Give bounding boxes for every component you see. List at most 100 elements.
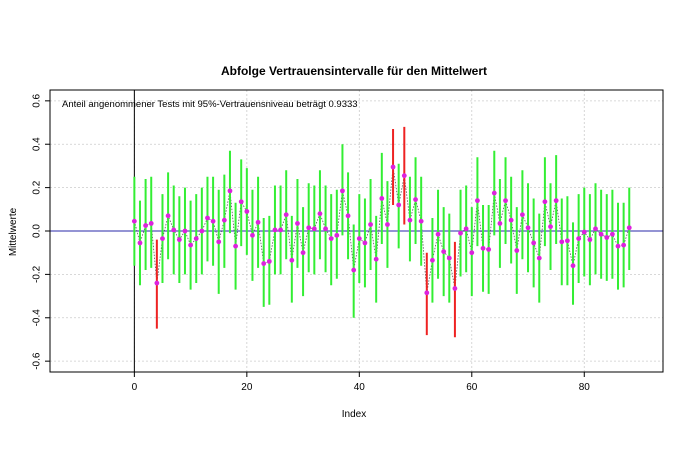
mean-point bbox=[261, 261, 267, 266]
mean-point bbox=[238, 199, 244, 205]
mean-point bbox=[362, 240, 368, 246]
mean-point bbox=[604, 235, 610, 240]
mean-point bbox=[593, 226, 598, 232]
mean-point bbox=[255, 219, 261, 225]
mean-point bbox=[475, 198, 480, 204]
mean-point bbox=[182, 228, 188, 234]
y-tick-label: 0.0 bbox=[32, 224, 43, 238]
mean-point bbox=[272, 227, 278, 233]
mean-point bbox=[435, 231, 441, 237]
mean-point bbox=[385, 222, 390, 227]
mean-point bbox=[340, 188, 345, 194]
mean-point bbox=[345, 213, 351, 219]
mean-point bbox=[396, 202, 402, 208]
mean-point bbox=[576, 236, 582, 241]
mean-point bbox=[390, 164, 396, 170]
y-tick-label: 0.2 bbox=[32, 180, 43, 194]
y-tick-label: -0.4 bbox=[32, 309, 43, 327]
mean-point bbox=[452, 286, 458, 291]
mean-point bbox=[154, 280, 160, 286]
mean-point bbox=[227, 188, 233, 194]
mean-point bbox=[463, 226, 469, 232]
x-tick-label: 60 bbox=[466, 382, 478, 393]
mean-point bbox=[199, 228, 205, 234]
mean-point bbox=[525, 225, 531, 231]
mean-point bbox=[165, 213, 171, 219]
mean-point bbox=[193, 236, 199, 241]
mean-point bbox=[160, 236, 165, 241]
mean-point bbox=[615, 243, 621, 249]
mean-point bbox=[407, 217, 413, 223]
mean-point bbox=[564, 238, 570, 244]
mean-point bbox=[446, 255, 452, 261]
mean-point bbox=[351, 267, 357, 273]
mean-point bbox=[598, 231, 604, 237]
mean-point bbox=[283, 212, 289, 218]
mean-point bbox=[531, 240, 537, 246]
mean-point bbox=[373, 256, 379, 262]
mean-point bbox=[491, 190, 497, 196]
mean-point bbox=[401, 173, 407, 179]
mean-point bbox=[413, 197, 418, 202]
mean-point bbox=[559, 239, 565, 245]
y-tick-label: 0.6 bbox=[32, 93, 43, 107]
mean-point bbox=[508, 217, 514, 223]
mean-point bbox=[356, 236, 362, 241]
mean-point bbox=[323, 226, 328, 232]
mean-point bbox=[418, 218, 424, 224]
mean-point bbox=[368, 222, 373, 227]
mean-point bbox=[536, 255, 542, 261]
mean-point bbox=[497, 221, 503, 226]
mean-point bbox=[250, 232, 255, 238]
reference-lines bbox=[50, 90, 663, 372]
mean-point bbox=[503, 198, 508, 204]
mean-point bbox=[626, 225, 632, 231]
mean-point bbox=[221, 217, 227, 223]
y-axis-label: Mittelwerte bbox=[8, 207, 19, 256]
mean-point bbox=[424, 290, 430, 296]
mean-point bbox=[328, 236, 334, 241]
x-axis-label: Index bbox=[342, 409, 366, 420]
mean-point bbox=[441, 249, 447, 255]
mean-connector bbox=[134, 166, 630, 293]
mean-point bbox=[233, 243, 238, 249]
mean-point bbox=[176, 237, 182, 243]
mean-point bbox=[609, 231, 615, 237]
mean-point bbox=[278, 227, 283, 233]
mean-point bbox=[300, 250, 306, 256]
y-tick-label: -0.2 bbox=[32, 265, 43, 283]
mean-point bbox=[553, 198, 559, 204]
mean-point bbox=[143, 223, 149, 228]
mean-point bbox=[311, 226, 317, 232]
mean-point bbox=[514, 248, 520, 253]
mean-point bbox=[587, 237, 593, 243]
mean-point bbox=[548, 224, 553, 230]
mean-point bbox=[171, 227, 177, 233]
x-axis: 0 20 40 60 80 bbox=[132, 372, 590, 393]
mean-point bbox=[486, 247, 492, 252]
mean-point bbox=[334, 232, 340, 238]
mean-point bbox=[458, 230, 463, 236]
x-tick-label: 40 bbox=[354, 382, 366, 393]
mean-point bbox=[469, 250, 475, 256]
mean-point bbox=[205, 215, 210, 221]
mean-point bbox=[266, 258, 272, 264]
mean-point bbox=[306, 225, 312, 231]
mean-point bbox=[148, 221, 154, 226]
chart-title: Abfolge Vertrauensintervalle für den Mit… bbox=[221, 64, 487, 78]
mean-point bbox=[137, 240, 143, 246]
y-axis: -0.6 -0.4 -0.2 0.0 0.2 0.4 0.6 bbox=[32, 93, 50, 370]
mean-connector-line bbox=[134, 166, 630, 293]
mean-point bbox=[520, 212, 525, 218]
mean-point bbox=[295, 221, 300, 226]
mean-points bbox=[131, 164, 632, 296]
interval-bars bbox=[133, 126, 631, 338]
mean-point bbox=[542, 199, 548, 205]
mean-point bbox=[244, 209, 250, 214]
mean-point bbox=[131, 218, 137, 224]
mean-point bbox=[430, 257, 435, 263]
mean-point bbox=[289, 257, 295, 263]
mean-point bbox=[210, 218, 216, 224]
y-tick-label: 0.4 bbox=[32, 137, 43, 151]
